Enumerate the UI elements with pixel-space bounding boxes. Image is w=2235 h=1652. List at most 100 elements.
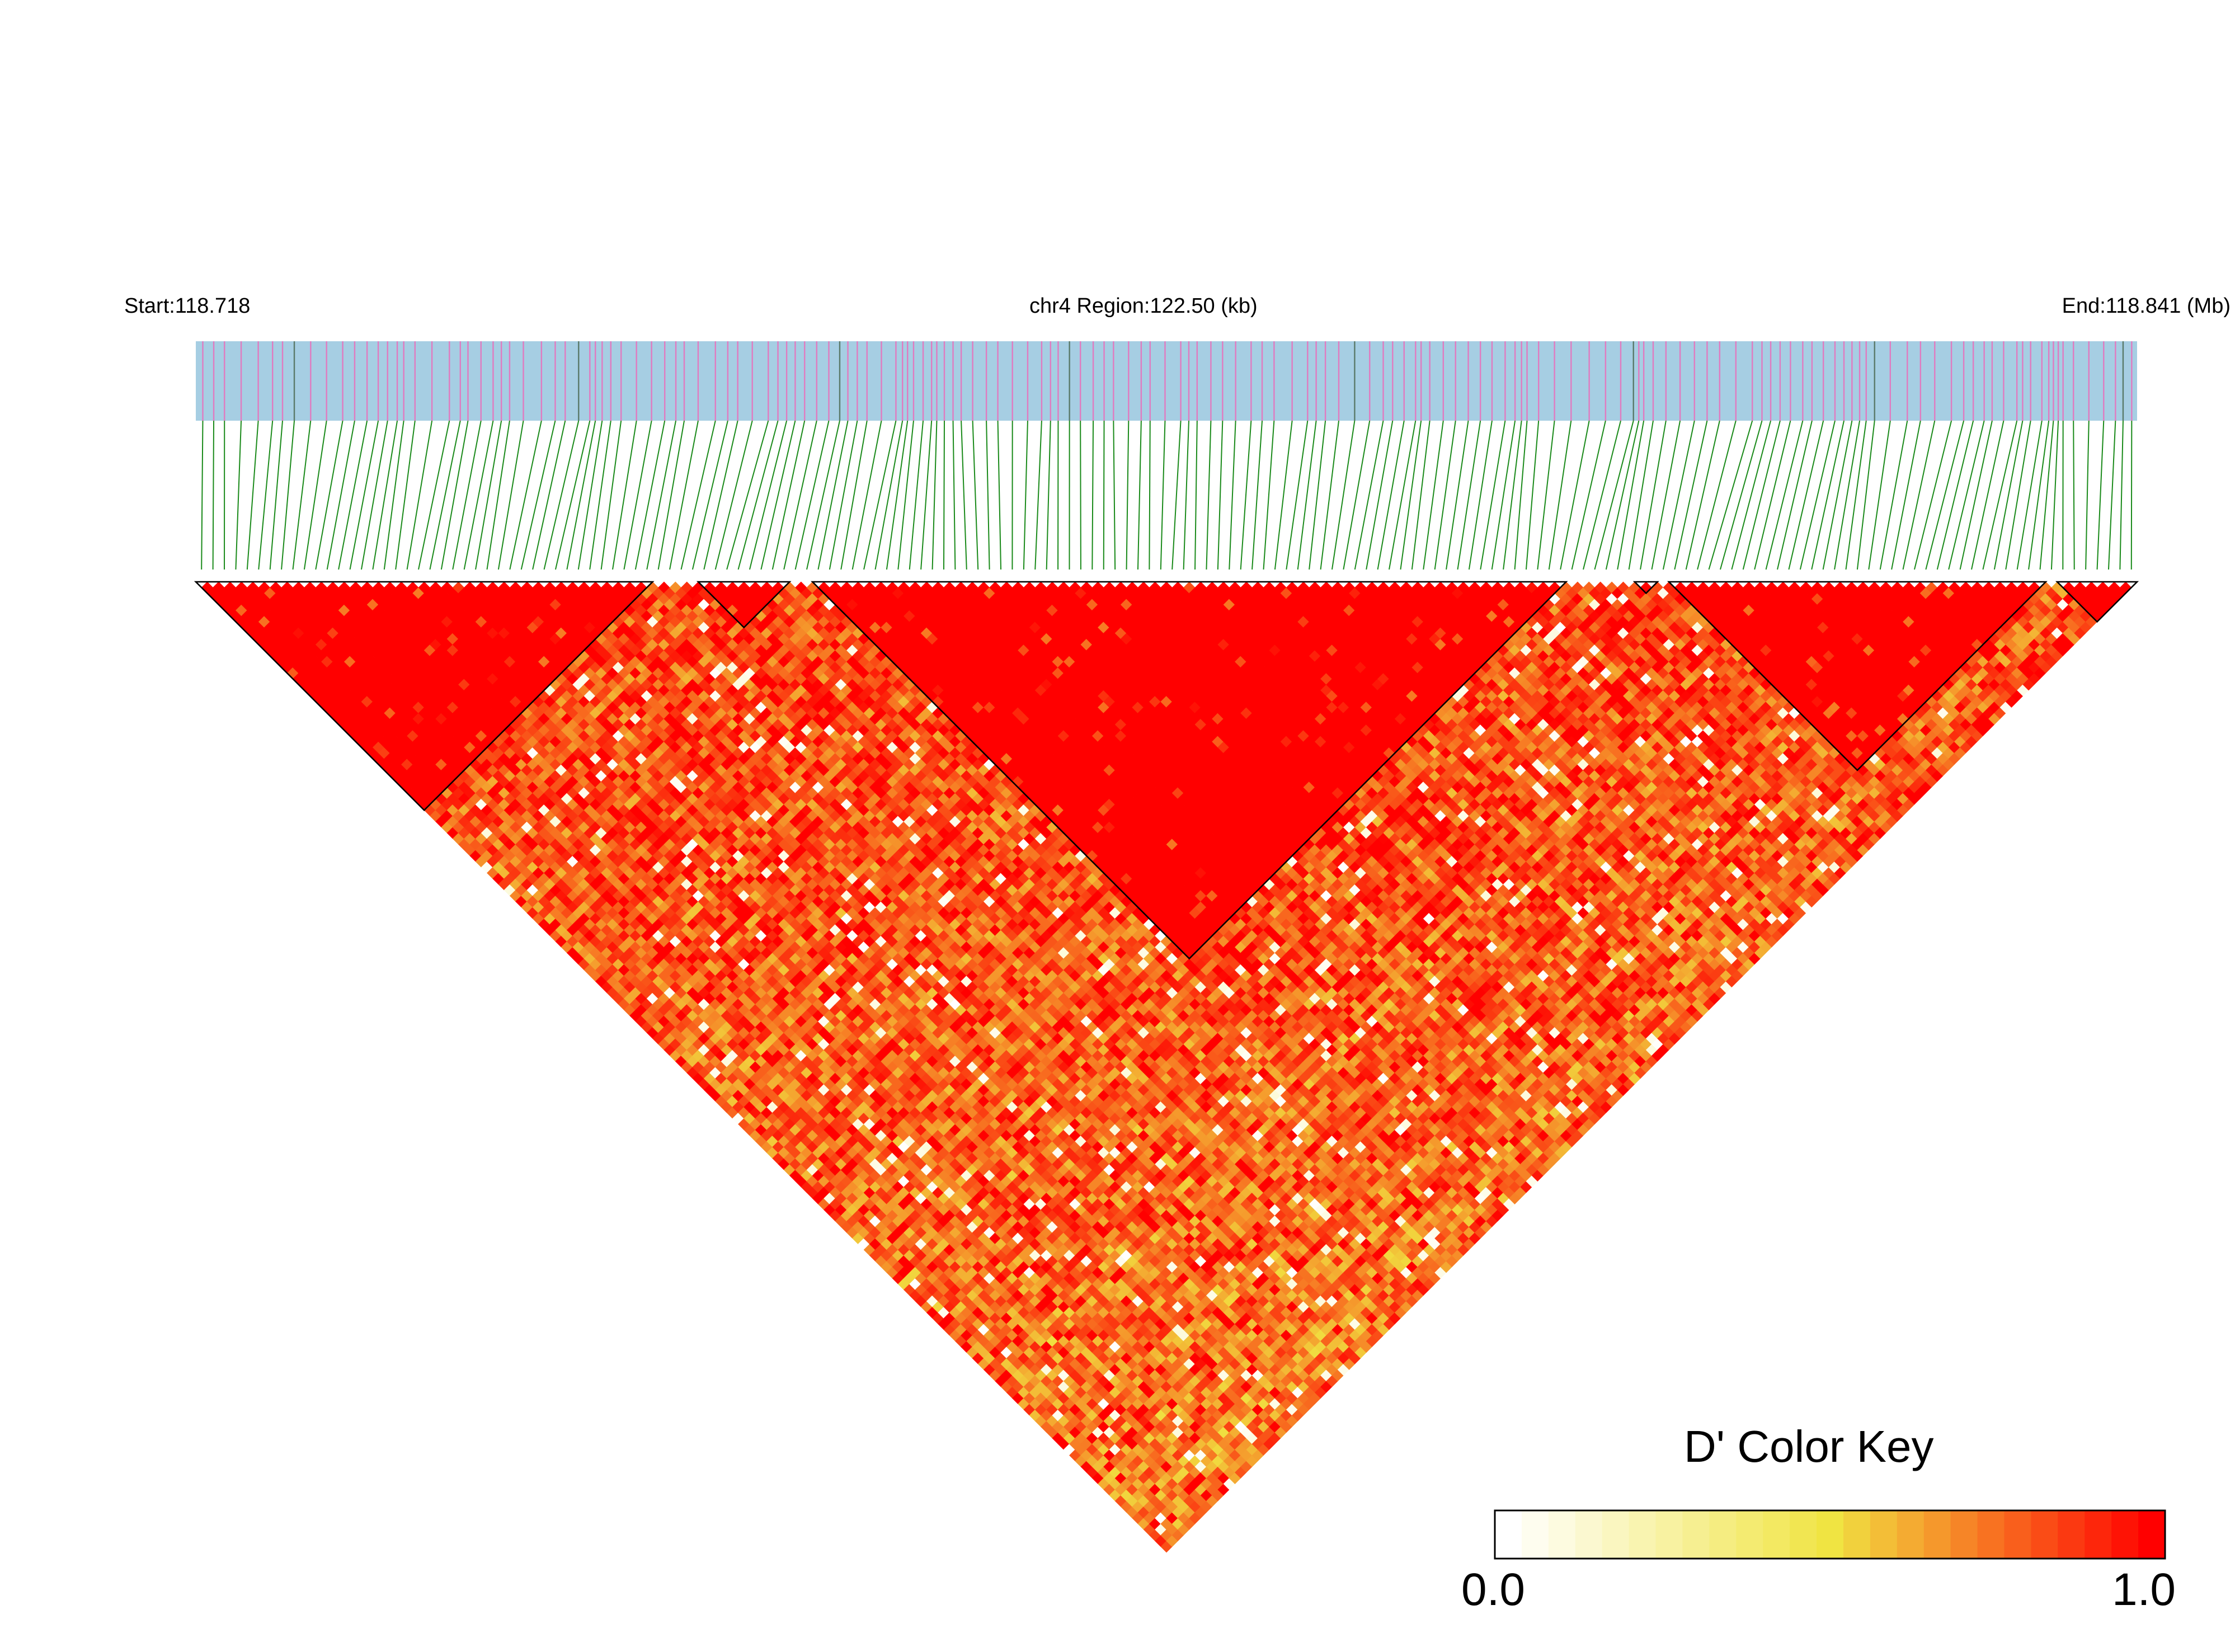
snp-connector: [1525, 420, 1540, 570]
snp-connector: [669, 420, 699, 570]
snp-connector: [1263, 420, 1275, 570]
snp-connector: [589, 420, 611, 570]
snp-connector: [315, 420, 344, 570]
snp-connector: [1674, 420, 1708, 570]
snp-connector: [1799, 420, 1836, 570]
snp-connector: [566, 420, 596, 570]
region-start-label: Start:118.718: [124, 294, 251, 318]
snp-connector: [952, 420, 956, 570]
snp-connector: [986, 420, 990, 570]
snp-connector: [1023, 420, 1028, 570]
snp-connector: [1651, 420, 1681, 570]
snp-connector: [1171, 420, 1182, 570]
region-length-label: chr4 Region:122.50 (kb): [1029, 294, 1258, 318]
snp-connector: [1845, 420, 1867, 570]
snp-connector: [1411, 420, 1431, 570]
snp-connector: [1034, 420, 1042, 570]
snp-connector: [212, 420, 215, 570]
snp-connector: [1389, 420, 1417, 570]
snp-connector: [874, 420, 904, 570]
snp-connector: [418, 420, 450, 570]
snp-connector: [909, 420, 924, 570]
snp-connector: [1126, 420, 1130, 570]
snp-connector: [395, 420, 416, 570]
snp-connector: [1822, 420, 1853, 570]
snp-connector: [1354, 420, 1384, 570]
snp-connector: [246, 420, 259, 570]
ld-cell-grid: [201, 581, 2132, 1553]
snp-connector: [1720, 420, 1763, 570]
snp-connector: [1274, 420, 1293, 570]
snp-connector: [429, 420, 461, 570]
snp-connector: [1662, 420, 1695, 570]
snp-connector: [349, 420, 379, 570]
snp-connector: [1982, 420, 2018, 570]
snp-connector: [1594, 420, 1634, 570]
snp-connector: [497, 420, 524, 570]
snp-connector: [2016, 420, 2043, 570]
snp-connector: [897, 420, 914, 570]
snp-connector: [1548, 420, 1572, 570]
snp-connector: [863, 420, 897, 570]
snp-connector: [1229, 420, 1236, 570]
region-end-label: End:118.841 (Mb): [2062, 294, 2231, 318]
snp-connector: [1503, 420, 1522, 570]
snp-connector: [1240, 420, 1252, 570]
snp-connector: [406, 420, 433, 570]
snp-connector: [794, 420, 830, 570]
snp-connector: [1400, 420, 1422, 570]
snp-connector: [829, 420, 858, 570]
snp-connector: [338, 420, 368, 570]
snp-connector: [972, 420, 979, 570]
snp-position-track: [196, 341, 2137, 421]
snp-connector: [771, 420, 806, 570]
snp-connector: [1571, 420, 1606, 570]
snp-connector: [2107, 420, 2116, 570]
snp-connector: [1366, 420, 1394, 570]
snp-connector: [920, 420, 933, 570]
snp-connector: [1765, 420, 1804, 570]
snp-connector: [1149, 420, 1151, 570]
snp-connector: [680, 420, 716, 570]
snp-connector: [475, 420, 502, 570]
snp-connector: [851, 420, 882, 570]
snp-connector: [1480, 420, 1506, 570]
snp-connector: [840, 420, 868, 570]
snp-connector: [1320, 420, 1339, 570]
snp-connector: [201, 420, 204, 570]
snp-connector: [383, 420, 404, 570]
snp-connector: [1959, 420, 1993, 570]
snp-connector: [486, 420, 510, 570]
snp-connector: [1091, 420, 1094, 570]
snp-connector: [1046, 420, 1051, 570]
snp-connector: [1491, 420, 1516, 570]
snp-connector: [1343, 420, 1371, 570]
snp-connector-lines: [201, 420, 2133, 570]
snp-connector: [1309, 420, 1326, 570]
snp-connector: [1206, 420, 1212, 570]
snp-connector: [2039, 420, 2054, 570]
snp-connector: [1286, 420, 1309, 570]
snp-connector: [1640, 420, 1667, 570]
snp-connector: [1936, 420, 1974, 570]
snp-connector: [1617, 420, 1645, 570]
snp-connector: [634, 420, 666, 570]
snp-connector: [886, 420, 909, 570]
snp-connector: [1948, 420, 1985, 570]
snp-connector: [1697, 420, 1737, 570]
snp-connector: [703, 420, 738, 570]
snp-connector: [532, 420, 566, 570]
snp-connector: [1080, 420, 1081, 570]
snp-connector: [1914, 420, 1952, 570]
snp-connector: [1971, 420, 2005, 570]
snp-connector: [1331, 420, 1356, 570]
snp-connector: [543, 420, 580, 570]
snp-connector: [1628, 420, 1654, 570]
snp-connector: [1560, 420, 1590, 570]
snp-connector: [783, 420, 817, 570]
snp-connector: [623, 420, 652, 570]
snp-connector: [1194, 420, 1198, 570]
snp-connector: [577, 420, 603, 570]
snp-connector: [520, 420, 556, 570]
